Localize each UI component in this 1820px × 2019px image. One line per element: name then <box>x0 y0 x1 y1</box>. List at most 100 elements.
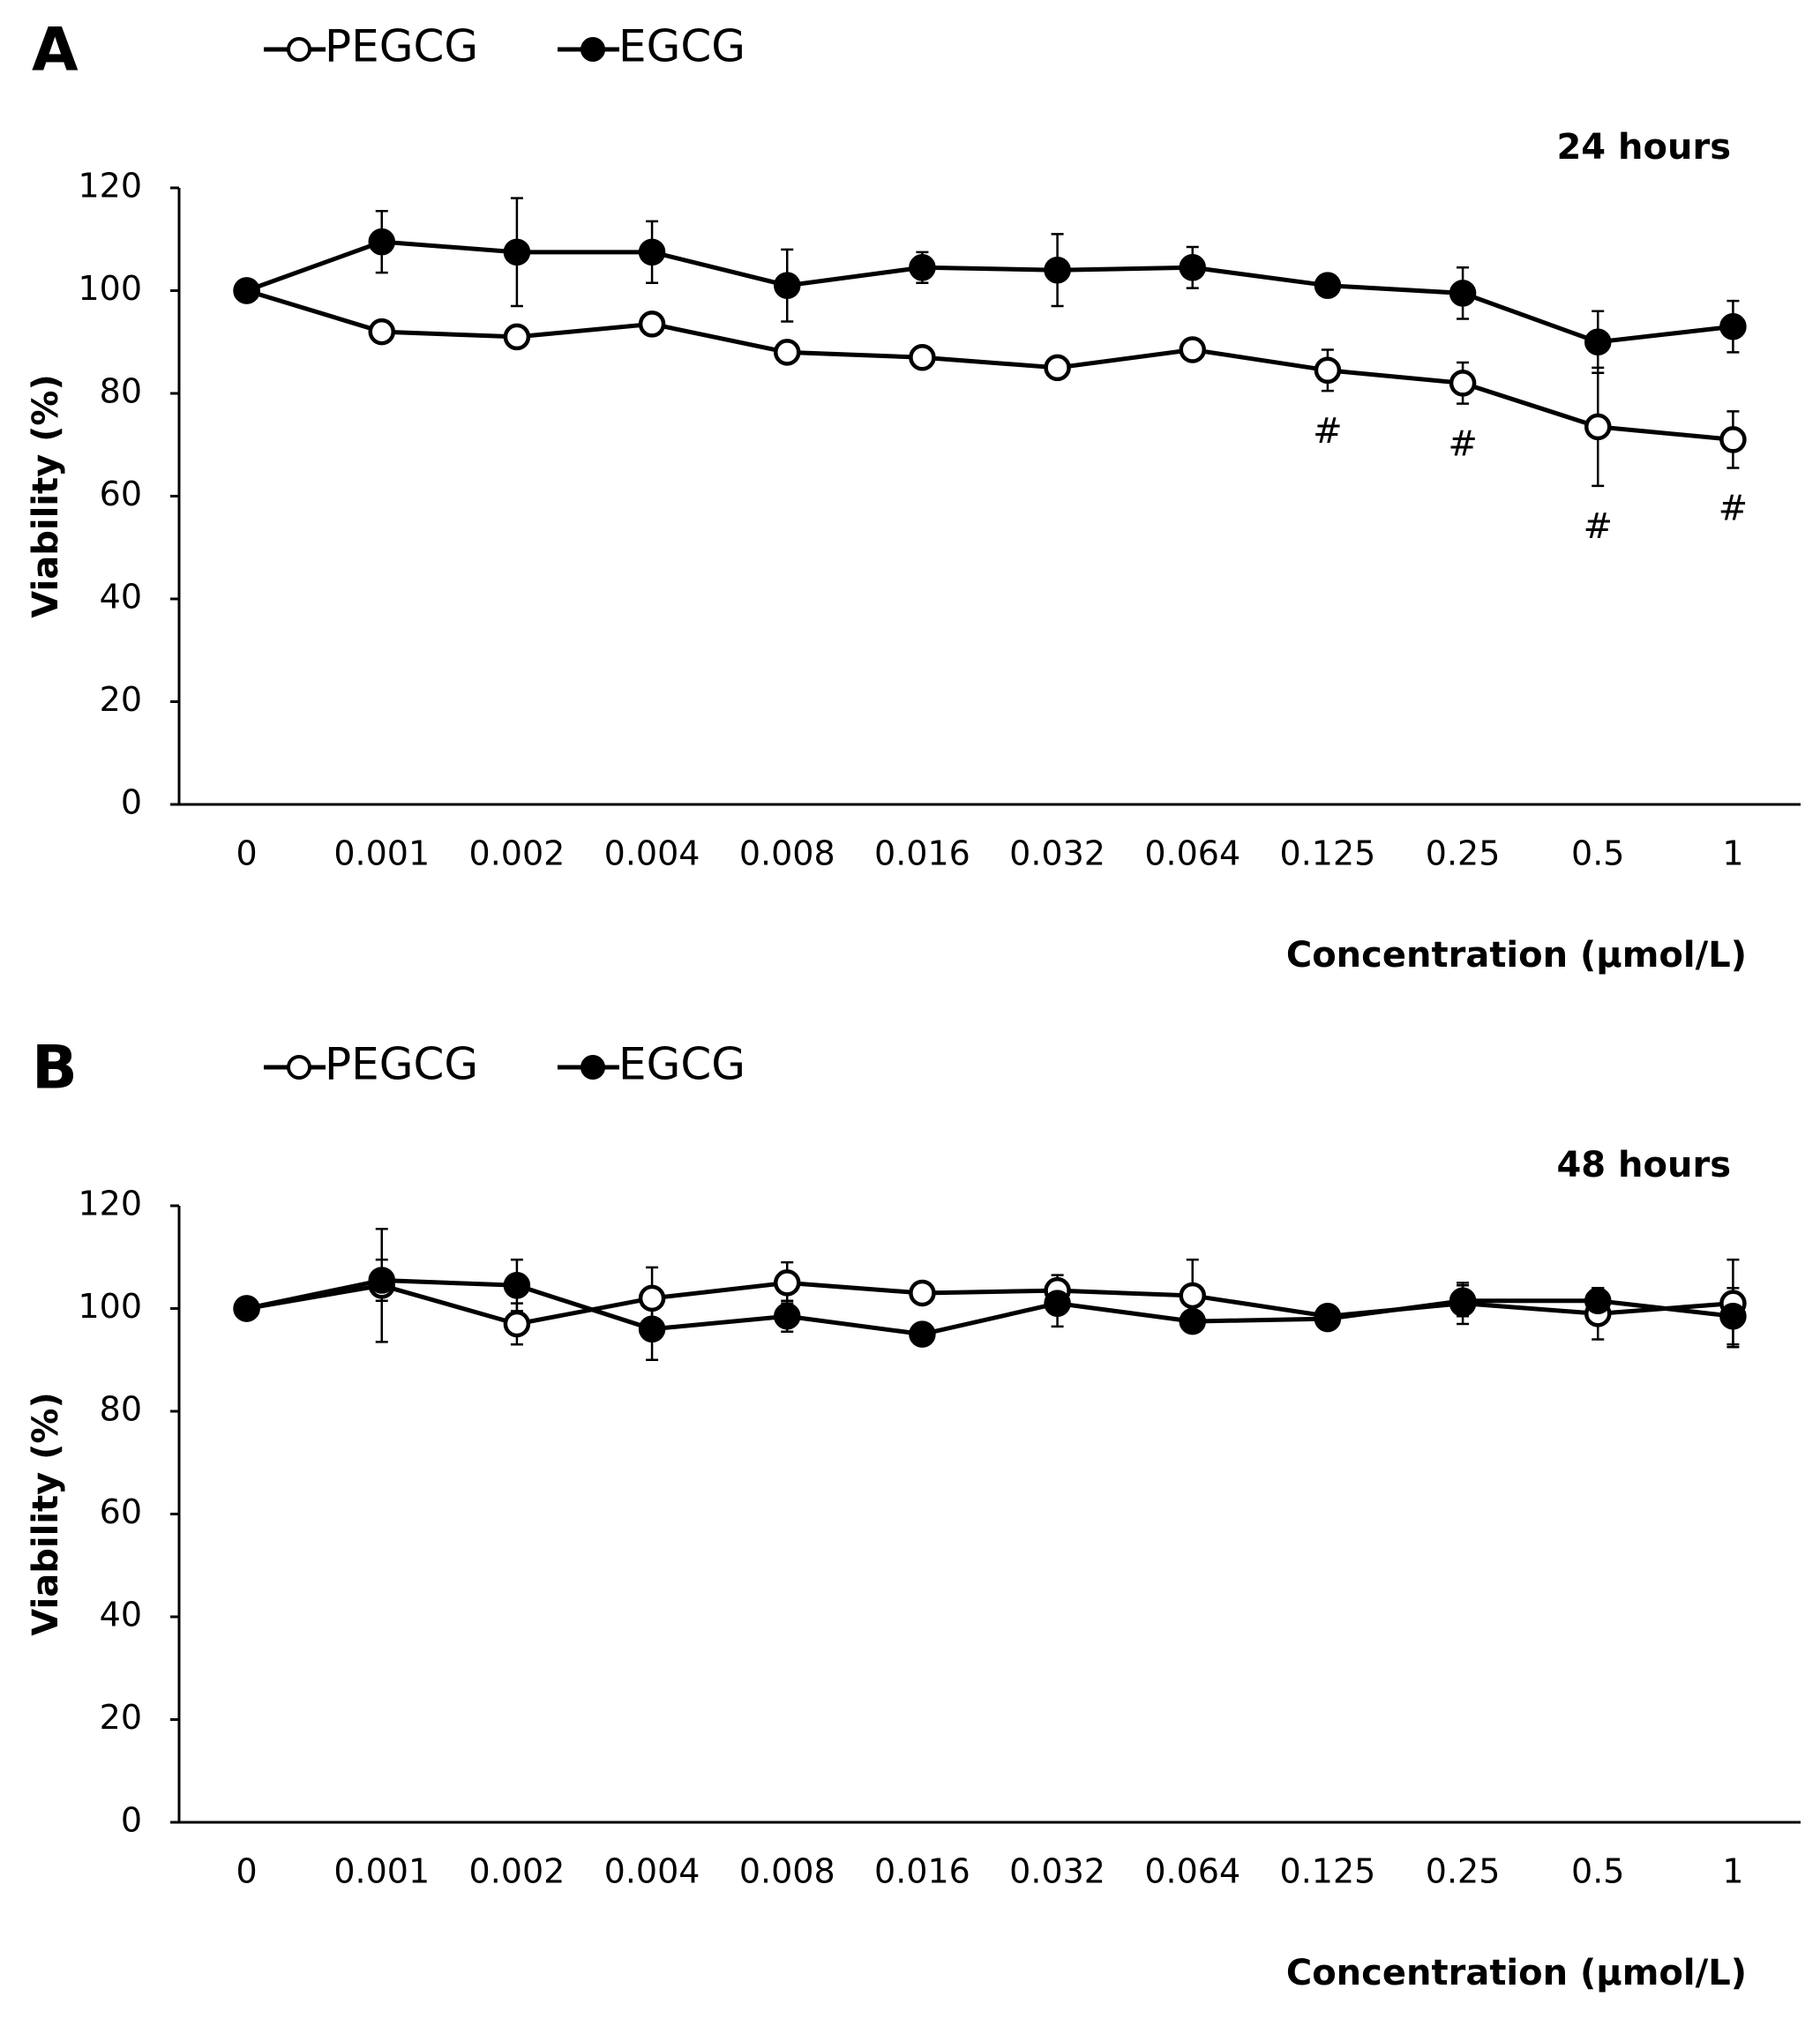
x-tick-label: 0.032 <box>1009 1852 1105 1891</box>
x-tick-label: 0.016 <box>874 1852 970 1891</box>
x-tick-label: 0.016 <box>874 834 970 873</box>
y-axis-title: Viability (%) <box>26 1392 66 1635</box>
x-axis-title: Concentration (µmol/L) <box>1286 1953 1747 1993</box>
x-tick-label: 0 <box>236 1852 257 1891</box>
y-tick-label: 0 <box>121 783 142 822</box>
y-tick-label: 100 <box>78 1287 142 1326</box>
x-tick-label: 0.25 <box>1426 834 1501 873</box>
marker <box>1449 280 1477 307</box>
marker <box>1044 354 1071 382</box>
legend-label: PEGCG <box>325 1039 478 1090</box>
x-tick-label: 0.5 <box>1571 1852 1624 1891</box>
legend-marker <box>580 37 605 62</box>
marker <box>638 1315 666 1343</box>
marker <box>503 1272 531 1299</box>
y-axis-title: Viability (%) <box>26 374 66 617</box>
marker <box>774 339 801 366</box>
x-tick-label: 0.25 <box>1426 1852 1501 1891</box>
marker <box>1584 413 1612 441</box>
x-axis-title: Concentration (µmol/L) <box>1286 935 1747 976</box>
marker <box>1044 256 1071 284</box>
marker <box>774 1269 801 1297</box>
marker <box>909 1279 936 1307</box>
marker <box>233 1295 260 1322</box>
marker <box>1584 328 1612 355</box>
marker <box>1179 1282 1206 1310</box>
y-tick-label: 80 <box>100 1390 142 1429</box>
marker <box>909 254 936 281</box>
marker <box>1719 1302 1747 1330</box>
marker <box>1314 356 1342 385</box>
x-tick-label: 1 <box>1722 834 1743 873</box>
x-tick-label: 1 <box>1722 1852 1743 1891</box>
series-line <box>245 288 1734 442</box>
annotation: # <box>1313 411 1343 452</box>
marker <box>1179 336 1206 363</box>
x-tick-label: 0.004 <box>604 834 700 873</box>
marker <box>774 1302 801 1330</box>
x-tick-label: 0.064 <box>1144 1852 1240 1891</box>
marker <box>638 310 666 338</box>
x-tick-label: 0.125 <box>1280 1852 1376 1891</box>
x-tick-label: 0.032 <box>1009 834 1105 873</box>
marker <box>1179 254 1206 281</box>
marker <box>1449 1287 1477 1315</box>
x-tick-label: 0.5 <box>1571 834 1624 873</box>
y-tick-label: 40 <box>100 578 142 617</box>
marker <box>1719 426 1747 453</box>
chart-subtitle: 24 hours <box>1556 127 1731 168</box>
marker <box>1584 1287 1612 1315</box>
legend-label: EGCG <box>618 21 745 72</box>
panel-label: B <box>32 1034 78 1103</box>
y-tick-label: 0 <box>121 1801 142 1840</box>
y-tick-label: 60 <box>100 475 142 513</box>
x-tick-label: 0.125 <box>1280 834 1376 873</box>
legend-marker <box>287 1055 311 1080</box>
legend-marker <box>580 1055 605 1080</box>
y-tick-label: 20 <box>100 1698 142 1737</box>
marker <box>503 323 531 351</box>
marker <box>638 1284 666 1312</box>
y-tick-label: 100 <box>78 269 142 308</box>
x-tick-label: 0 <box>236 834 257 873</box>
x-tick-label: 0.002 <box>469 1852 565 1891</box>
marker <box>368 1267 395 1294</box>
annotation: # <box>1719 488 1749 528</box>
marker <box>1314 1305 1342 1333</box>
marker <box>233 277 260 304</box>
x-tick-label: 0.001 <box>333 1852 430 1891</box>
marker <box>1449 370 1477 397</box>
y-tick-label: 20 <box>100 680 142 719</box>
marker <box>1044 1290 1071 1317</box>
marker <box>774 272 801 299</box>
panel-label: A <box>32 16 79 86</box>
y-tick-label: 120 <box>78 1185 142 1223</box>
x-tick-label: 0.001 <box>333 834 430 873</box>
x-tick-label: 0.002 <box>469 834 565 873</box>
marker <box>1314 272 1342 299</box>
x-tick-label: 0.004 <box>604 1852 700 1891</box>
marker <box>638 238 666 266</box>
legend-label: PEGCG <box>325 21 478 72</box>
y-tick-label: 40 <box>100 1596 142 1634</box>
marker <box>909 1320 936 1348</box>
series-line <box>246 1280 1734 1327</box>
annotation: # <box>1448 424 1478 465</box>
series-line <box>245 239 1734 345</box>
x-tick-label: 0.064 <box>1144 834 1240 873</box>
x-tick-label: 0.008 <box>739 834 835 873</box>
marker <box>1179 1307 1206 1335</box>
legend-label: EGCG <box>618 1039 745 1090</box>
series-line <box>246 1277 1734 1337</box>
marker <box>1719 313 1747 340</box>
chart-subtitle: 48 hours <box>1556 1145 1731 1185</box>
legend-marker <box>287 37 311 62</box>
marker <box>503 1310 531 1338</box>
annotation: # <box>1583 506 1613 547</box>
marker <box>909 343 936 371</box>
marker <box>368 318 395 346</box>
marker <box>503 238 531 266</box>
y-tick-label: 120 <box>78 167 142 206</box>
x-tick-label: 0.008 <box>739 1852 835 1891</box>
